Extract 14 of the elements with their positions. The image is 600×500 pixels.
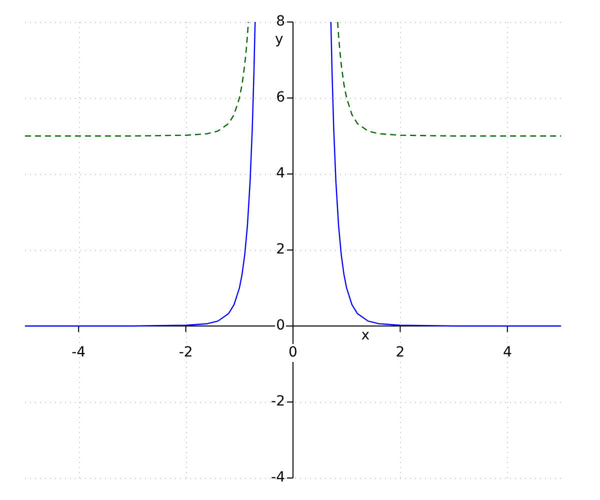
y-tick-label: 0 [276,318,285,334]
y-tick-label: -4 [271,470,286,486]
x-tick-label: -2 [178,344,193,361]
x-tick-label: 4 [502,344,512,361]
y-tick-label: 2 [276,242,285,258]
x-tick-label: -4 [72,344,86,361]
y-tick-label: 8 [276,14,285,30]
x-tick-label: 0 [288,344,298,361]
x-axis-title: x [361,328,370,344]
y-tick-label: 4 [276,166,286,182]
y-tick-label: -2 [271,394,285,410]
y-tick-label: 6 [276,90,286,106]
x-tick-label: 2 [396,344,405,361]
y-axis-title: y [275,32,284,48]
